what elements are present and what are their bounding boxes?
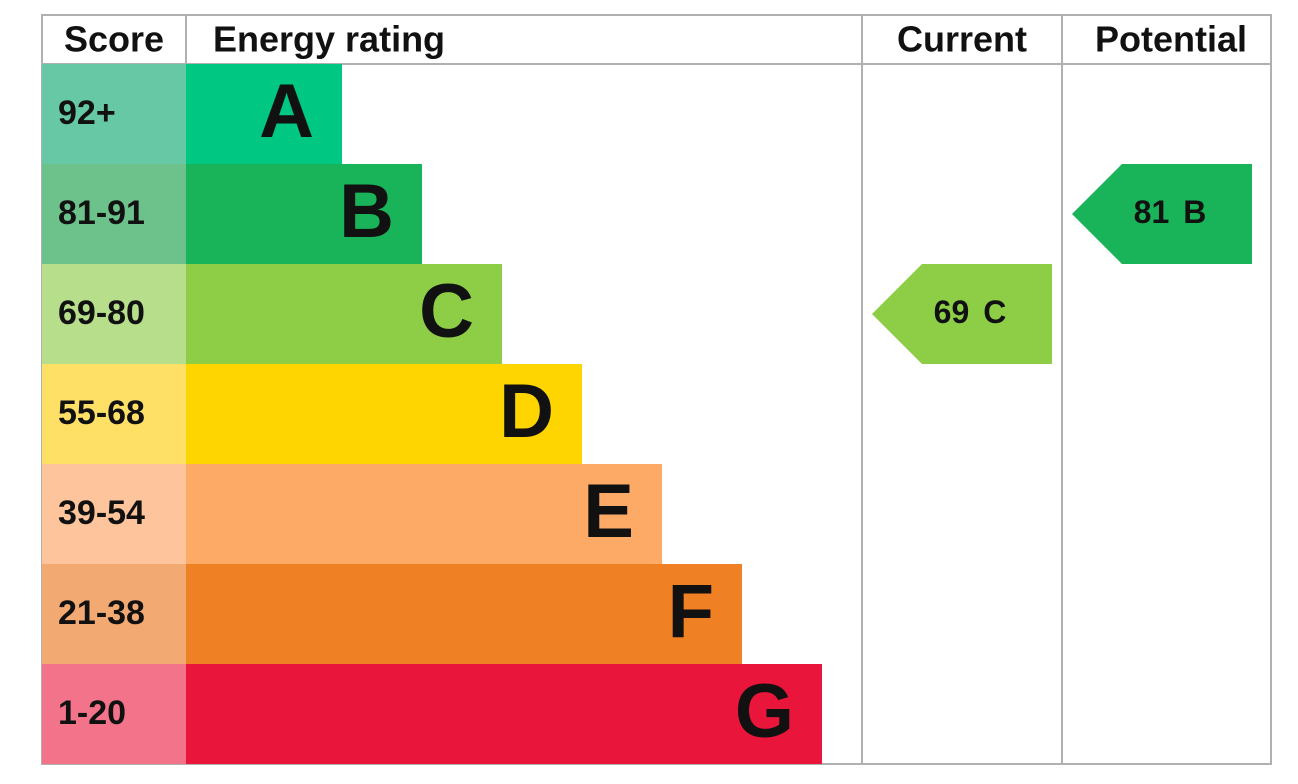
score-range: 55-68 bbox=[58, 394, 145, 432]
rating-bar bbox=[186, 564, 742, 664]
rating-bar bbox=[186, 364, 582, 464]
score-cell bbox=[42, 264, 186, 364]
band-letter: E bbox=[583, 469, 634, 554]
current-band: C bbox=[983, 294, 1006, 330]
band-letter: B bbox=[339, 169, 394, 254]
score-cell bbox=[42, 564, 186, 664]
score-range: 39-54 bbox=[58, 494, 145, 532]
band-letter: A bbox=[259, 69, 314, 154]
score-cell bbox=[42, 464, 186, 564]
potential-arrow bbox=[1072, 164, 1252, 264]
header-score: Score bbox=[64, 19, 164, 60]
header-potential: Potential bbox=[1095, 19, 1247, 60]
rating-bar bbox=[186, 264, 502, 364]
score-range: 21-38 bbox=[58, 594, 145, 632]
band-letter: F bbox=[668, 569, 714, 654]
rating-bar bbox=[186, 664, 822, 764]
current-label: 69 C bbox=[934, 294, 1007, 330]
current-arrow bbox=[872, 264, 1052, 364]
rating-bar bbox=[186, 164, 422, 264]
band-letter: G bbox=[735, 669, 794, 754]
rating-bar bbox=[186, 64, 342, 164]
score-cell bbox=[42, 664, 186, 764]
score-cell bbox=[42, 164, 186, 264]
header-energy-rating: Energy rating bbox=[213, 19, 445, 60]
potential-label: 81 B bbox=[1134, 194, 1207, 230]
band-letter: D bbox=[499, 369, 554, 454]
score-range: 92+ bbox=[58, 94, 116, 132]
score-cell bbox=[42, 364, 186, 464]
score-range: 69-80 bbox=[58, 294, 145, 332]
potential-band: B bbox=[1183, 194, 1206, 230]
potential-score: 81 bbox=[1134, 194, 1170, 230]
score-cell bbox=[42, 64, 186, 164]
header-current: Current bbox=[897, 19, 1027, 60]
band-letter: C bbox=[419, 269, 474, 354]
rating-bar bbox=[186, 464, 662, 564]
score-range: 1-20 bbox=[58, 694, 126, 732]
score-range: 81-91 bbox=[58, 194, 145, 232]
current-score: 69 bbox=[934, 294, 970, 330]
